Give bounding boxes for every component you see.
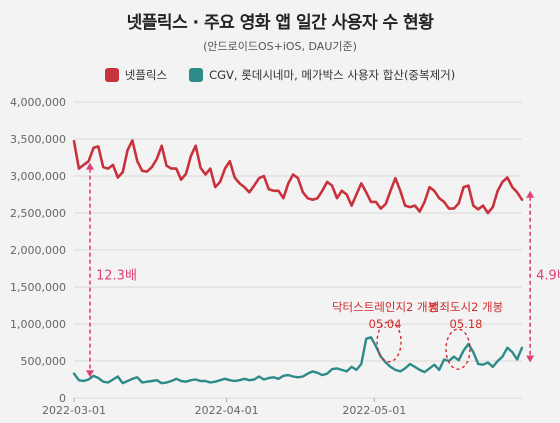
y-tick-label: 3,500,000 <box>10 133 66 146</box>
y-tick-label: 1,500,000 <box>10 281 66 294</box>
chart-title: 넷플릭스 · 주요 영화 앱 일간 사용자 수 현황 <box>126 13 434 33</box>
x-tick-label: 2022-04-01 <box>195 404 259 417</box>
y-tick-label: 500,000 <box>21 355 67 368</box>
ratio-arrow-end-head-up <box>526 190 535 198</box>
legend-swatch-cinema <box>189 68 204 82</box>
ratio-arrow-start-head-up <box>86 162 94 170</box>
legend-item-cinema: CGV, 롯데시네마, 메가박스 사용자 합산(중복제거) <box>189 67 455 83</box>
event-doctor-strange-date: 05.04 <box>369 317 402 331</box>
y-tick-label: 2,000,000 <box>10 244 66 257</box>
y-tick-label: 4,000,000 <box>10 96 66 109</box>
x-tick-label: 2022-03-01 <box>42 404 106 417</box>
y-tick-label: 0 <box>59 392 66 405</box>
legend-item-netflix: 넷플릭스 <box>104 67 168 83</box>
event-crime-city-date: 05.18 <box>450 317 483 331</box>
series-line-cinema <box>72 336 524 385</box>
ratio-arrow-start-label: 12.3배 <box>96 269 137 284</box>
ratio-arrow-start-head-down <box>86 370 94 378</box>
legend-swatch-netflix <box>104 68 119 82</box>
y-tick-label: 1,000,000 <box>10 318 66 331</box>
event-crime-city-label: 범죄도시2 개봉 <box>429 300 503 314</box>
legend-label-cinema: CGV, 롯데시네마, 메가박스 사용자 합산(중복제거) <box>209 68 456 82</box>
ratio-arrow-end-label: 4.9배 <box>536 269 560 284</box>
x-tick-label: 2022-05-01 <box>342 404 406 417</box>
legend: 넷플릭스 CGV, 롯데시네마, 메가박스 사용자 합산(중복제거) <box>0 67 560 83</box>
y-tick-label: 2,500,000 <box>10 207 66 220</box>
ratio-arrow-end-head-down <box>526 355 535 363</box>
series-line-netflix <box>72 139 524 215</box>
legend-label-netflix: 넷플릭스 <box>124 68 168 82</box>
y-tick-label: 3,000,000 <box>10 170 66 183</box>
event-doctor-strange-circle <box>376 321 402 363</box>
event-crime-city-circle <box>445 328 471 370</box>
chart-subtitle: (안드로이드OS+iOS, DAU기준) <box>203 40 357 53</box>
event-doctor-strange-label: 닥터스트레인지2 개봉 <box>332 300 438 314</box>
